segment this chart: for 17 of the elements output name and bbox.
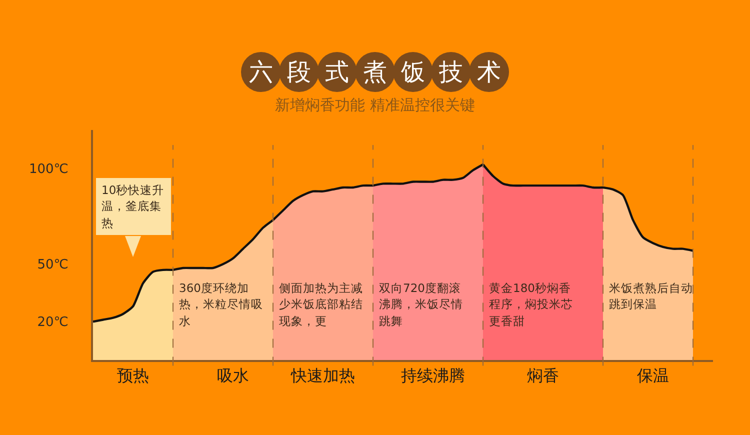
x-tick-label: 保温 [637, 366, 669, 386]
chart-subtitle: 新增焖香功能 精准温控很关键 [274, 96, 476, 115]
x-tick-label: 快速加热 [290, 366, 355, 386]
annotation: 黄金180秒焖香程序，焖投米芯更香甜 [489, 280, 574, 330]
annotation: 米饭煮熟后自动跳到保温 [609, 280, 693, 313]
y-tick-label: 100℃ [28, 162, 68, 177]
x-tick-label: 预热 [117, 366, 149, 386]
x-tick-label: 持续沸腾 [401, 366, 465, 386]
annotation: 双向720度翻滚沸腾，米饭尽情跳舞 [379, 280, 464, 330]
chart-title: 六段式煮饭技术 [248, 57, 502, 88]
annotation: 10秒快速升温，釜底集热 [96, 178, 170, 236]
y-tick-label: 20℃ [37, 315, 68, 330]
x-tick-label: 焖香 [527, 366, 559, 386]
annotation: 侧面加热为主减少米饭底部粘结现象，更 [279, 280, 364, 330]
annotation: 360度环绕加热，米粒尽情吸水 [179, 280, 264, 330]
x-tick-label: 吸水 [217, 366, 249, 386]
y-tick-label: 50℃ [37, 258, 68, 273]
